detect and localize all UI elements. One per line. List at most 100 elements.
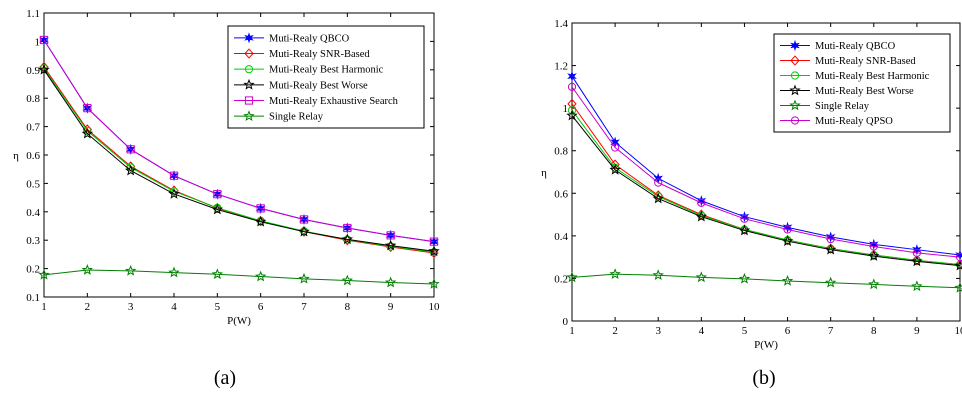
chart-b-x-tick-label: 9 xyxy=(914,325,920,337)
chart-a-series-3-point xyxy=(169,187,179,196)
chart-a-series-line-4 xyxy=(43,69,435,252)
chart-b-series-6-point xyxy=(869,242,878,251)
chart-b-x-tick-label: 5 xyxy=(742,325,748,337)
chart-a-series-6-point xyxy=(428,277,440,289)
chart-b-series-4-point xyxy=(738,224,751,236)
chart-a-y-tick-label: 1 xyxy=(35,36,41,48)
chart-a-legend-entry-1: Muti-Realy QBCO xyxy=(269,33,350,44)
chart-b-series-4-point xyxy=(824,243,837,255)
chart-b-series-line-6 xyxy=(571,86,961,258)
chart-a-series-3-point xyxy=(83,126,92,135)
chart-a-series-5-point xyxy=(343,223,352,233)
chart-b-legend-marker-3 xyxy=(790,71,800,80)
chart-a-series-4-point xyxy=(384,239,397,251)
chart-b-series-1-point xyxy=(739,211,750,223)
chart-a-series-5-point xyxy=(299,215,309,224)
chart-a-series-6-point xyxy=(81,264,94,275)
chart-a-series-line-5 xyxy=(43,39,435,243)
chart-b-series-4-point xyxy=(868,250,880,261)
chart-a-x-tick-label: 5 xyxy=(215,301,221,313)
chart-b-series-6-point xyxy=(611,143,620,152)
chart-a: 1 2 3 4 5 6 7 8 9 10 0.1 0.2 0.3 0.4 0.5 0.6 0.7 0.8 0.9 1 1… xyxy=(13,8,440,389)
chart-a-series-5-point xyxy=(386,231,395,240)
chart-b-series-line-3 xyxy=(571,109,961,266)
chart-b-series-6-point xyxy=(783,225,792,234)
chart-b-series-5-point xyxy=(954,281,962,293)
chart-b-series-6-point xyxy=(912,248,921,257)
chart-a-legend-entry-2: Muti-Realy SNR-Based xyxy=(269,49,370,60)
chart-a-y-tick-label: 0.5 xyxy=(26,178,40,190)
chart-a-y-tick-label: 0.2 xyxy=(26,264,40,276)
chart-b-series-3-point xyxy=(567,106,577,115)
chart-b-series-2-point xyxy=(567,98,577,110)
chart-b-series-5-point xyxy=(652,269,664,281)
chart-b-y-tick-label: 0.6 xyxy=(554,188,568,200)
chart-a-x-tick-label: 3 xyxy=(128,301,134,313)
chart-b-series-5-point xyxy=(911,280,923,292)
chart-b-series-line-1 xyxy=(571,75,961,256)
chart-b-series-6-point xyxy=(740,214,749,223)
chart-a-y-tick-label: 0.8 xyxy=(26,93,40,105)
chart-b-legend-marker-4 xyxy=(789,84,801,96)
chart-b-series-1-point xyxy=(567,70,577,82)
chart-b-legend-entry-4: Muti-Realy Best Worse xyxy=(815,86,914,97)
chart-b-series-4-point xyxy=(695,210,708,222)
chart-b-y-tick-label: 1 xyxy=(563,103,569,115)
chart-a-series-5-point xyxy=(83,104,92,113)
chart-b-series-5-point xyxy=(695,271,708,283)
chart-a-y-tick-label: 0.3 xyxy=(26,235,40,247)
chart-a-y-tick-label: 0.4 xyxy=(26,207,40,219)
chart-b-series-5-point xyxy=(781,275,794,286)
chart-a-y-axis-label: η xyxy=(13,150,19,162)
chart-b-series-6-point xyxy=(826,234,835,244)
chart-b-legend-marker-6 xyxy=(790,116,800,125)
chart-b-series-1-point xyxy=(782,221,793,233)
chart-b-series-4-point xyxy=(566,109,578,121)
chart-b-y-tick-label: 1.2 xyxy=(554,61,568,73)
chart-b-series-5-point xyxy=(609,268,621,279)
chart-a-series-4-point xyxy=(211,203,224,215)
chart-a-series-6-point xyxy=(211,268,224,280)
chart-a-legend-entry-6: Single Relay xyxy=(269,112,324,123)
chart-b-y-tick-label: 0.2 xyxy=(554,273,568,285)
chart-a-legend: Muti-Realy QBCO Muti-Realy SNR-Based Muti-… xyxy=(227,25,425,129)
chart-a-legend-entry-4: Muti-Realy Best Worse xyxy=(269,80,368,91)
chart-b-series-1-point xyxy=(868,238,879,250)
chart-a-caption: (a) xyxy=(214,367,236,389)
chart-b-legend-entry-1: Muti-Realy QBCO xyxy=(815,41,896,52)
chart-a-series-5-point xyxy=(256,204,265,213)
chart-a-series-4-point xyxy=(81,127,94,139)
chart-b-legend-entry-2: Muti-Realy SNR-Based xyxy=(815,56,916,67)
chart-a-x-tick-label: 8 xyxy=(345,301,351,313)
chart-a-series-6-point xyxy=(38,268,50,280)
chart-b-x-tick-label: 8 xyxy=(871,325,877,337)
chart-b-series-4-point xyxy=(911,255,923,267)
chart-a-series-3-point xyxy=(429,248,439,257)
chart-a-series-6-point xyxy=(124,264,137,276)
chart-b-x-tick-label: 10 xyxy=(955,325,962,337)
chart-a-legend-marker-4 xyxy=(243,78,255,90)
chart-a-series-5-point xyxy=(39,35,49,45)
chart-b-series-4-point xyxy=(954,259,962,271)
chart-b-legend-entry-3: Muti-Realy Best Harmonic xyxy=(815,71,930,82)
chart-a-legend-box xyxy=(227,25,425,129)
chart-a-x-tick-label: 1 xyxy=(41,301,47,313)
chart-a-series-5-point xyxy=(429,237,439,246)
chart-a-series-4-point xyxy=(38,63,50,75)
chart-b-caption: (b) xyxy=(752,367,775,389)
chart-b-series-2-point xyxy=(869,249,879,261)
chart-b-legend-marker-2 xyxy=(790,55,800,66)
chart-a-x-tick-label: 7 xyxy=(301,301,307,313)
chart-b-legend-entry-5: Single Relay xyxy=(815,101,870,112)
chart-b-y-axis-label: η xyxy=(541,167,547,179)
chart-b-series-5-point xyxy=(824,276,837,288)
chart-a-series-6-point xyxy=(254,270,267,282)
chart-a-series-4-point xyxy=(428,245,440,257)
chart-a-series-4-point xyxy=(341,233,354,245)
chart-a-series-5-point xyxy=(213,190,222,199)
chart-a-y-tick-label: 0.1 xyxy=(26,292,40,304)
chart-b-x-tick-label: 6 xyxy=(785,325,791,337)
chart-b-series-line-5 xyxy=(571,273,961,289)
chart-a-series-5-point xyxy=(126,145,135,154)
